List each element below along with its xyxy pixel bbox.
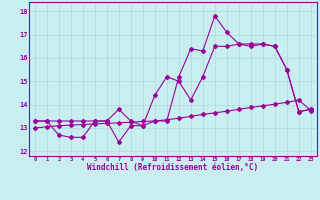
- X-axis label: Windchill (Refroidissement éolien,°C): Windchill (Refroidissement éolien,°C): [87, 163, 258, 172]
